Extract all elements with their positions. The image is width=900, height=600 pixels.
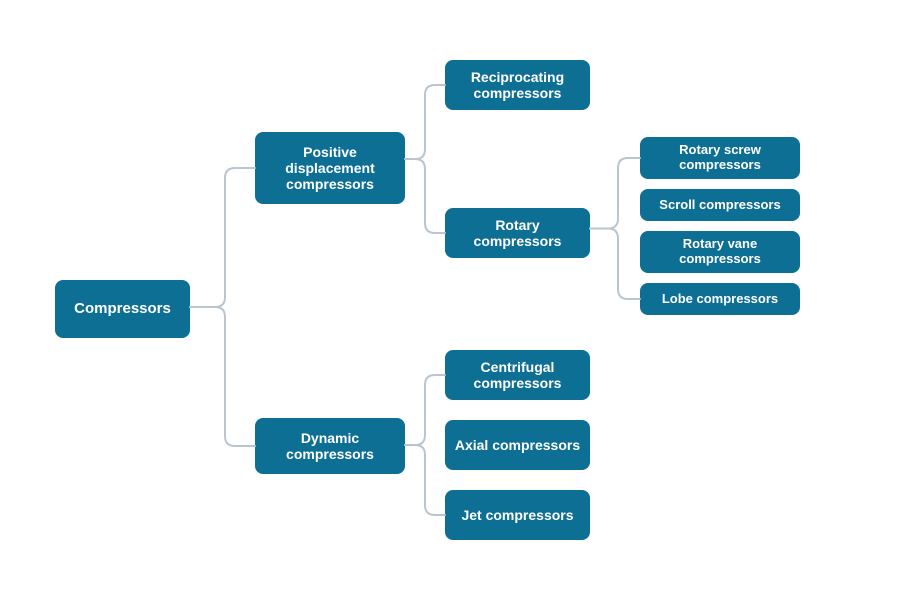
diagram-canvas: CompressorsPositive displacement compres…: [0, 0, 900, 600]
bracket-rotary: [0, 0, 900, 600]
